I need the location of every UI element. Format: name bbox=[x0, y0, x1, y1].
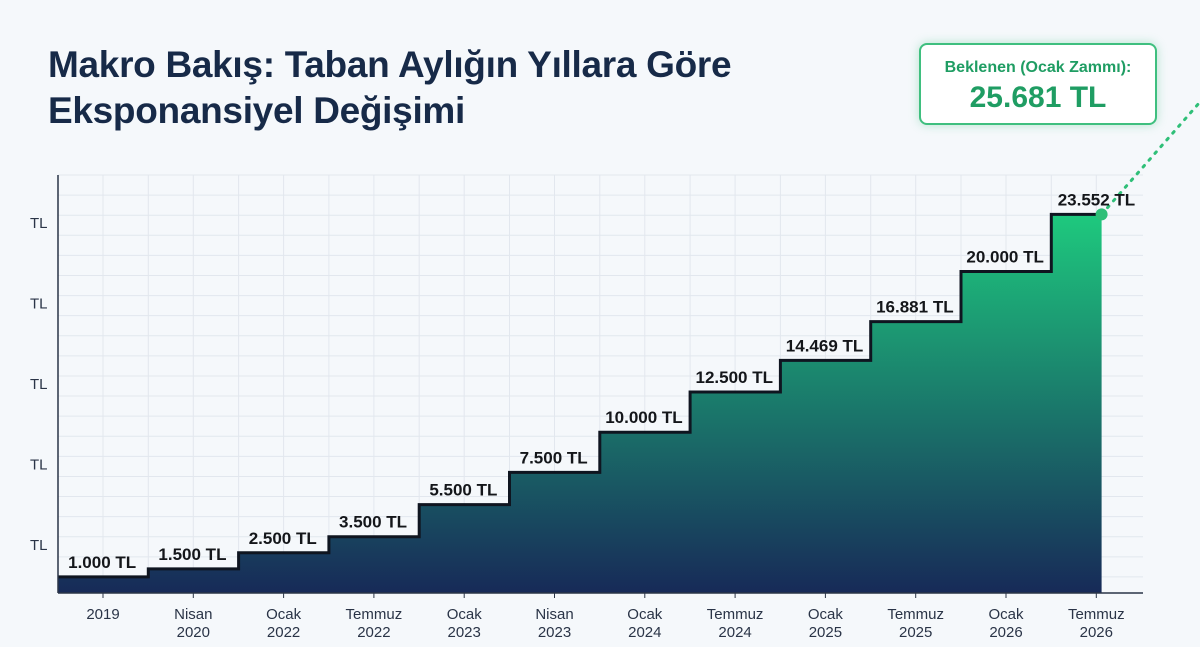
x-tick-label-line: Nisan bbox=[535, 606, 573, 623]
x-tick-label: 2019 bbox=[86, 606, 119, 623]
step-value-label: 10.000 TL bbox=[605, 408, 683, 427]
x-tick-label: Nisan 2020 bbox=[174, 606, 212, 641]
x-tick-label: Ocak 2026 bbox=[988, 606, 1024, 641]
step-value-label: 2.500 TL bbox=[249, 529, 317, 548]
projection-dotted-line bbox=[1100, 100, 1200, 216]
x-tick-label-line: Ocak bbox=[808, 606, 844, 623]
x-tick-label-line: 2026 bbox=[989, 624, 1022, 641]
step-area-fill bbox=[58, 214, 1102, 593]
data-area bbox=[58, 100, 1200, 593]
x-tick-label: Ocak 2024 bbox=[627, 606, 663, 641]
x-tick-label-line: 2025 bbox=[899, 624, 932, 641]
x-tick-label-line: Ocak bbox=[988, 606, 1024, 623]
x-tick-label-line: Temmuz bbox=[887, 606, 944, 623]
y-tick-label: TL bbox=[30, 537, 48, 554]
last-point-marker bbox=[1095, 208, 1108, 221]
step-value-label: 1.000 TL bbox=[68, 553, 136, 572]
callout-label: Beklenen (Ocak Zammı): bbox=[944, 59, 1132, 76]
step-value-label: 5.500 TL bbox=[429, 481, 497, 500]
expected-raise-callout: Beklenen (Ocak Zammı): 25.681 TL bbox=[919, 43, 1157, 125]
page-title: Makro Bakış: Taban Aylığın Yıllara Göre … bbox=[48, 42, 732, 134]
callout-value: 25.681 TL bbox=[969, 81, 1107, 114]
x-tick-label-line: Temmuz bbox=[346, 606, 403, 623]
x-tick-label-line: 2022 bbox=[357, 624, 390, 641]
x-tick-label: Ocak 2023 bbox=[447, 606, 483, 641]
x-tick-label-line: 2024 bbox=[628, 624, 661, 641]
x-tick-label-line: Temmuz bbox=[1068, 606, 1125, 623]
x-tick-label-line: Nisan bbox=[174, 606, 212, 623]
x-tick-label: Temmuz 2025 bbox=[887, 606, 944, 641]
step-value-label: 3.500 TL bbox=[339, 513, 407, 532]
x-tick-label-line: Ocak bbox=[447, 606, 483, 623]
data-labels: 1.000 TL 1.500 TL 2.500 TL 3.500 TL 5.500 TL… bbox=[68, 190, 1135, 572]
x-tick-label: Ocak 2022 bbox=[266, 606, 302, 641]
title-line-1: Makro Bakış: Taban Aylığın Yıllara Göre bbox=[48, 44, 732, 85]
x-tick-label-line: 2023 bbox=[538, 624, 571, 641]
x-tick-label-line: 2019 bbox=[86, 606, 119, 623]
x-tick-label: Temmuz 2024 bbox=[707, 606, 764, 641]
step-value-label: 1.500 TL bbox=[158, 545, 226, 564]
x-tick-label-line: 2020 bbox=[177, 624, 210, 641]
x-tick-label: Temmuz 2022 bbox=[346, 606, 403, 641]
step-value-label: 12.500 TL bbox=[696, 368, 774, 387]
x-tick-label: Ocak 2025 bbox=[808, 606, 844, 641]
y-tick-label: TL bbox=[30, 215, 48, 232]
x-tick-label-line: 2025 bbox=[809, 624, 842, 641]
x-tick-label-line: 2023 bbox=[448, 624, 481, 641]
x-tick-label-line: Temmuz bbox=[707, 606, 764, 623]
x-tick-label-line: 2024 bbox=[718, 624, 751, 641]
x-tick-label-line: 2026 bbox=[1080, 624, 1113, 641]
step-value-label: 14.469 TL bbox=[786, 336, 864, 355]
step-value-label: 16.881 TL bbox=[876, 298, 954, 317]
x-tick-label-line: Ocak bbox=[266, 606, 302, 623]
y-tick-label: TL bbox=[30, 376, 48, 393]
x-tick-label: Temmuz 2026 bbox=[1068, 606, 1125, 641]
step-value-label: 7.500 TL bbox=[520, 448, 588, 467]
y-tick-label: TL bbox=[30, 296, 48, 313]
step-value-label: 23.552 TL bbox=[1058, 190, 1136, 209]
x-tick-label-line: 2022 bbox=[267, 624, 300, 641]
x-tick-label-line: Ocak bbox=[627, 606, 663, 623]
x-tick-label: Nisan 2023 bbox=[535, 606, 573, 641]
step-line bbox=[58, 212, 1102, 579]
step-value-label: 20.000 TL bbox=[966, 247, 1044, 266]
y-tick-label: TL bbox=[30, 456, 48, 473]
title-line-2: Eksponansiyel Değişimi bbox=[48, 90, 466, 131]
